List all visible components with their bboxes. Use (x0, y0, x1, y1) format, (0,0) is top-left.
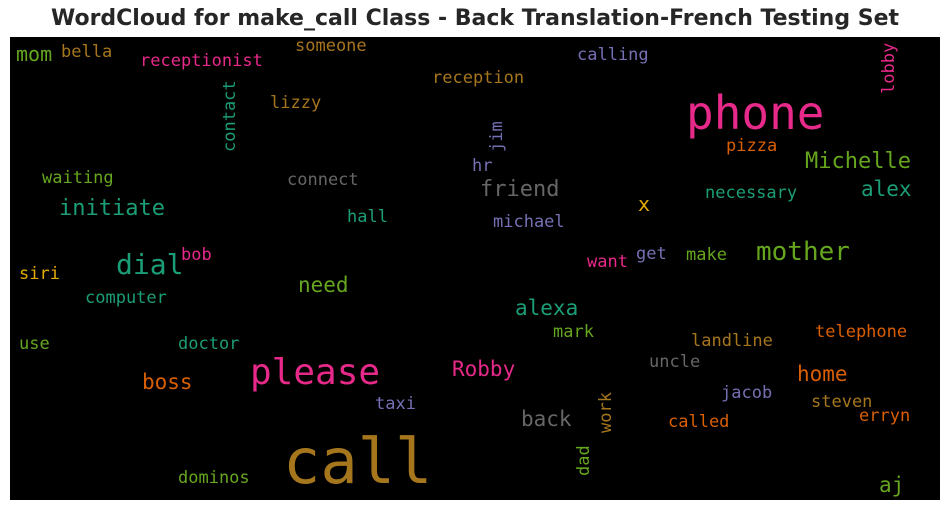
word-please: please (250, 352, 381, 393)
word-contact: contact (220, 80, 240, 152)
word-bella: bella (61, 42, 113, 62)
word-siri: siri (19, 264, 60, 284)
word-boss: boss (142, 370, 193, 394)
word-home: home (797, 362, 848, 386)
word-telephone: telephone (815, 322, 908, 342)
word-pizza: pizza (726, 136, 778, 156)
word-dominos: dominos (178, 468, 250, 488)
word-get: get (636, 244, 667, 264)
word-jim: jim (487, 121, 507, 152)
word-want: want (587, 252, 628, 272)
word-michael: michael (493, 212, 565, 232)
word-mom: mom (16, 42, 53, 66)
word-work: work (596, 392, 616, 433)
word-mother: mother (756, 237, 850, 267)
word-lizzy: lizzy (270, 93, 322, 113)
word-alex: alex (861, 177, 912, 201)
word-x: x (638, 192, 651, 216)
word-someone: someone (295, 37, 367, 56)
word-back: back (521, 407, 572, 431)
word-hr: hr (472, 156, 493, 176)
word-connect: connect (287, 170, 359, 190)
word-lobby: lobby (879, 42, 899, 94)
word-landline: landline (691, 331, 773, 351)
word-receptionist: receptionist (140, 51, 263, 71)
word-use: use (19, 334, 50, 354)
word-make: make (686, 245, 727, 265)
wordcloud-title: WordCloud for make_call Class - Back Tra… (50, 6, 900, 31)
word-mark: mark (553, 322, 594, 342)
word-need: need (298, 273, 349, 297)
word-computer: computer (85, 288, 167, 308)
word-dial: dial (116, 248, 184, 281)
word-calling: calling (577, 45, 649, 65)
word-robby: Robby (452, 357, 516, 381)
word-steven: steven (811, 392, 873, 412)
word-friend: friend (480, 177, 560, 202)
word-hall: hall (347, 207, 388, 227)
word-alexa: alexa (515, 296, 579, 320)
word-jacob: jacob (721, 383, 773, 403)
word-initiate: initiate (59, 196, 165, 221)
word-doctor: doctor (178, 334, 240, 354)
word-aj: aj (879, 473, 905, 497)
word-necessary: necessary (705, 183, 798, 203)
word-uncle: uncle (649, 352, 701, 372)
word-taxi: taxi (375, 394, 416, 414)
word-call: call (283, 425, 433, 498)
word-erryn: erryn (859, 406, 911, 426)
word-phone: phone (686, 86, 825, 140)
wordcloud-canvas: call phone please mother dial Michelle i… (10, 37, 940, 500)
word-called: called (668, 412, 730, 432)
word-michelle: Michelle (805, 149, 911, 174)
word-bob: bob (181, 245, 212, 265)
word-reception: reception (432, 68, 525, 88)
word-waiting: waiting (42, 168, 114, 188)
word-dad: dad (574, 445, 594, 476)
